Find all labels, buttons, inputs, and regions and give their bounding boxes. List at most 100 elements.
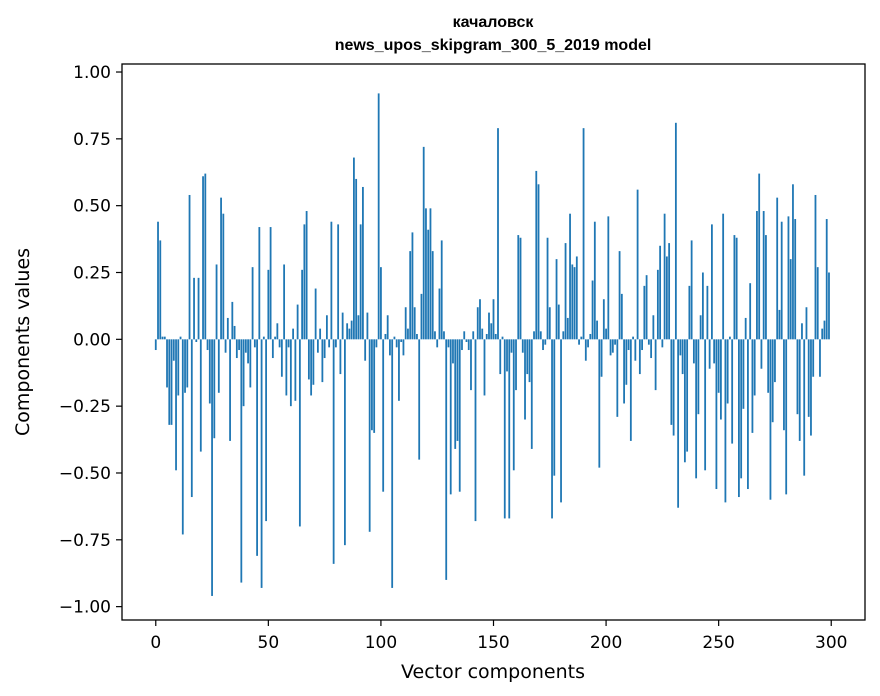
bar [614,339,616,345]
bar [350,320,353,340]
bar [222,213,225,340]
bar [420,293,423,340]
bar [177,339,180,396]
bar [371,339,373,431]
bar [692,339,695,364]
bar [663,213,666,340]
bar [571,264,574,340]
bar [159,240,162,340]
bar [733,235,736,340]
bar [787,216,790,340]
bar [328,339,331,348]
bar [654,339,657,391]
bar [449,339,452,495]
bar [458,339,461,492]
bar [467,339,470,351]
bar [170,339,173,425]
bar [812,339,815,377]
bar [758,173,761,340]
bar [753,339,756,396]
bar [533,331,535,340]
x-tick-label: 250 [702,633,734,653]
bar [713,339,716,364]
bar [819,339,821,377]
x-tick-label: 150 [477,633,509,653]
bar [307,339,310,380]
bar [535,170,538,340]
bar [553,339,556,476]
bar [344,339,346,546]
bar [683,339,686,463]
bar [807,339,810,417]
chart-subtitle: news_upos_skipgram_300_5_2019 model [335,37,652,54]
bar [463,331,466,340]
bar [785,339,788,495]
bar [224,339,227,353]
bar [747,339,749,490]
bar [578,339,580,345]
bar [542,339,544,351]
bar [607,216,610,340]
bar [251,267,254,340]
bar [330,221,333,340]
bar [729,336,731,340]
bar [384,333,387,340]
bar [163,336,166,340]
bar [206,339,209,351]
bar [546,237,549,340]
y-tick-label: −0.25 [59,397,111,417]
bar [249,339,252,388]
bar [792,184,794,340]
bar [620,293,623,340]
bar [575,256,578,340]
bar [517,235,520,340]
bar [528,339,531,383]
bar [386,315,389,340]
bar [310,339,313,396]
bar [731,339,734,444]
bar [672,339,675,436]
bar [762,211,765,340]
bar [440,240,443,340]
bar [454,339,457,449]
bar [652,315,655,340]
bar [589,333,592,340]
y-tick-label: 0.00 [73,330,111,350]
bar [828,272,830,340]
bar [452,339,454,364]
bar [362,186,364,340]
bar [465,339,468,342]
bar [566,317,569,340]
bar [650,339,653,359]
bar [400,339,403,342]
bar [557,304,560,340]
bar [823,320,826,340]
bar [679,339,682,356]
bar [497,128,499,340]
bar [373,339,376,433]
x-tick-label: 300 [815,633,847,653]
bar [325,315,328,340]
bar [161,336,164,340]
bar [544,339,547,345]
bar [366,312,369,340]
bar [474,339,477,522]
bar [499,339,502,375]
bar [375,339,378,348]
bar [470,339,472,391]
bar [715,339,718,490]
bar [609,339,612,356]
bar [602,299,605,340]
bar [368,339,371,532]
bar [618,251,621,340]
bar [796,339,799,415]
bar [179,336,182,340]
bar [166,339,168,388]
bar [510,339,513,353]
bar [548,307,551,340]
bar [276,323,279,340]
bar [483,339,486,396]
bar [260,339,263,588]
